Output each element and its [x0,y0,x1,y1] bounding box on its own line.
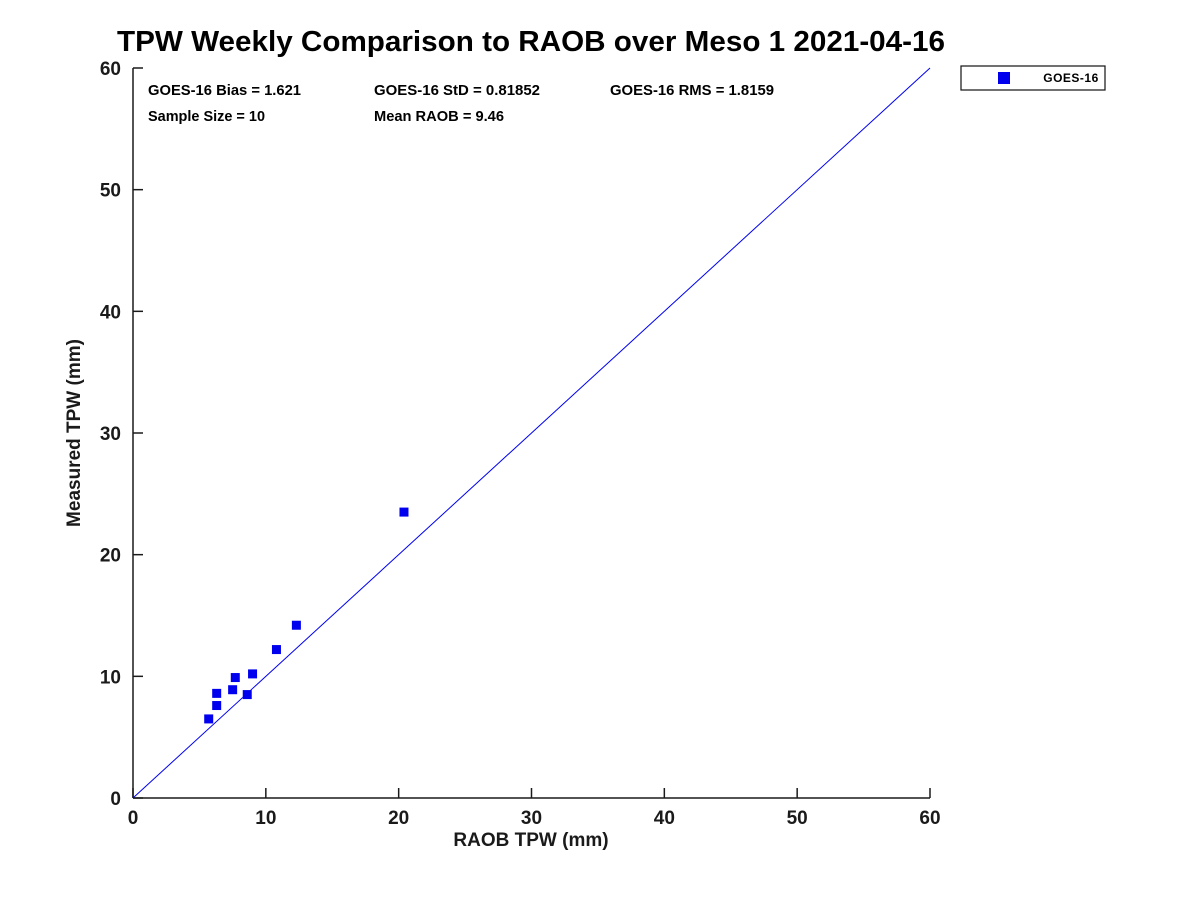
plot-content [132,67,931,799]
x-tick-label: 30 [521,808,542,829]
identity-line [132,67,931,799]
y-tick-label: 40 [100,302,121,323]
x-tick-label: 20 [388,808,409,829]
y-tick-label: 20 [100,546,121,567]
x-tick-label: 50 [787,808,808,829]
legend-label: GOES-16 [1043,71,1099,85]
y-tick-label: 30 [100,424,121,445]
x-tick-label: 60 [919,808,940,829]
data-point [242,690,252,700]
data-point [204,714,214,724]
stat-mean-raob: Mean RAOB = 9.46 [374,108,504,125]
y-axis-label: Measured TPW (mm) [64,339,85,527]
data-point [212,701,222,711]
axes: 0 10 20 30 40 50 60 0 10 20 30 40 50 60 [100,59,941,829]
x-axis-label: RAOB TPW (mm) [453,830,608,851]
legend: GOES-16 [960,65,1106,91]
x-tick-label: 40 [654,808,675,829]
y-tick-label: 10 [100,667,121,688]
stat-rms: GOES-16 RMS = 1.8159 [610,82,774,99]
stat-bias: GOES-16 Bias = 1.621 [148,82,301,99]
data-point [399,507,409,517]
y-tick-label: 60 [100,59,121,80]
legend-marker-icon [998,72,1010,84]
y-tick-label: 0 [110,789,121,810]
data-point [212,688,222,698]
data-point [230,673,240,683]
stat-std: GOES-16 StD = 0.81852 [374,82,540,99]
chart-title: TPW Weekly Comparison to RAOB over Meso … [117,26,945,58]
y-tick-label: 50 [100,181,121,202]
legend-box [960,65,1106,91]
data-point [228,685,238,695]
stats-block: GOES-16 Bias = 1.621 GOES-16 StD = 0.818… [148,82,774,125]
x-tick-label: 10 [255,808,276,829]
stat-sample-size: Sample Size = 10 [148,108,265,125]
x-tick-label: 0 [128,808,139,829]
data-point [291,620,301,630]
data-point [271,645,281,655]
data-point [248,669,258,679]
